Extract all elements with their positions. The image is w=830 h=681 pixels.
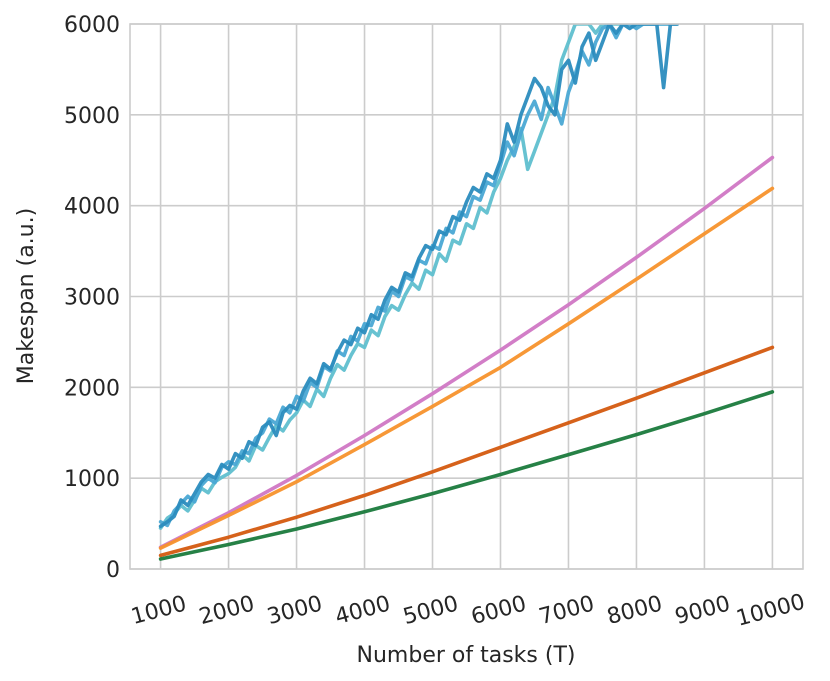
y-tick-label: 4000 <box>64 195 120 220</box>
y-tick-label: 2000 <box>64 376 120 401</box>
y-axis-ticks: 0 1000 2000 3000 4000 5000 6000 <box>64 13 120 583</box>
x-tick-label: 3000 <box>265 591 326 630</box>
x-tick-label: 4000 <box>333 591 394 630</box>
series-line-1 <box>158 24 679 530</box>
series-line-6 <box>158 345 775 558</box>
series-line-2 <box>158 24 679 528</box>
x-tick-label: 1000 <box>129 591 190 630</box>
y-tick-label: 1000 <box>64 467 120 492</box>
plot-frame <box>129 23 804 570</box>
x-tick-label: 9000 <box>672 591 733 630</box>
y-tick-label: 3000 <box>64 286 120 311</box>
y-tick-label: 5000 <box>64 104 120 129</box>
x-tick-label: 2000 <box>197 591 258 630</box>
y-tick-label: 6000 <box>64 13 120 38</box>
x-tick-label: 6000 <box>469 591 530 630</box>
x-axis-label: Number of tasks (T) <box>357 643 576 668</box>
series-layer <box>158 24 775 561</box>
series-line-5 <box>158 186 775 550</box>
series-line-3 <box>158 24 679 529</box>
x-tick-label: 5000 <box>401 591 462 630</box>
x-axis-ticks: 1000 2000 3000 4000 5000 6000 7000 8000 9000 1000… <box>129 590 808 632</box>
series-line-7 <box>158 390 775 561</box>
x-tick-label: 7000 <box>537 591 598 630</box>
y-tick-label: 0 <box>106 558 120 583</box>
grid <box>130 23 803 570</box>
x-tick-label: 10000 <box>734 590 808 632</box>
x-tick-label: 8000 <box>604 591 665 630</box>
series-line-4 <box>158 155 775 549</box>
y-axis-label: Makespan (a.u.) <box>14 208 39 384</box>
